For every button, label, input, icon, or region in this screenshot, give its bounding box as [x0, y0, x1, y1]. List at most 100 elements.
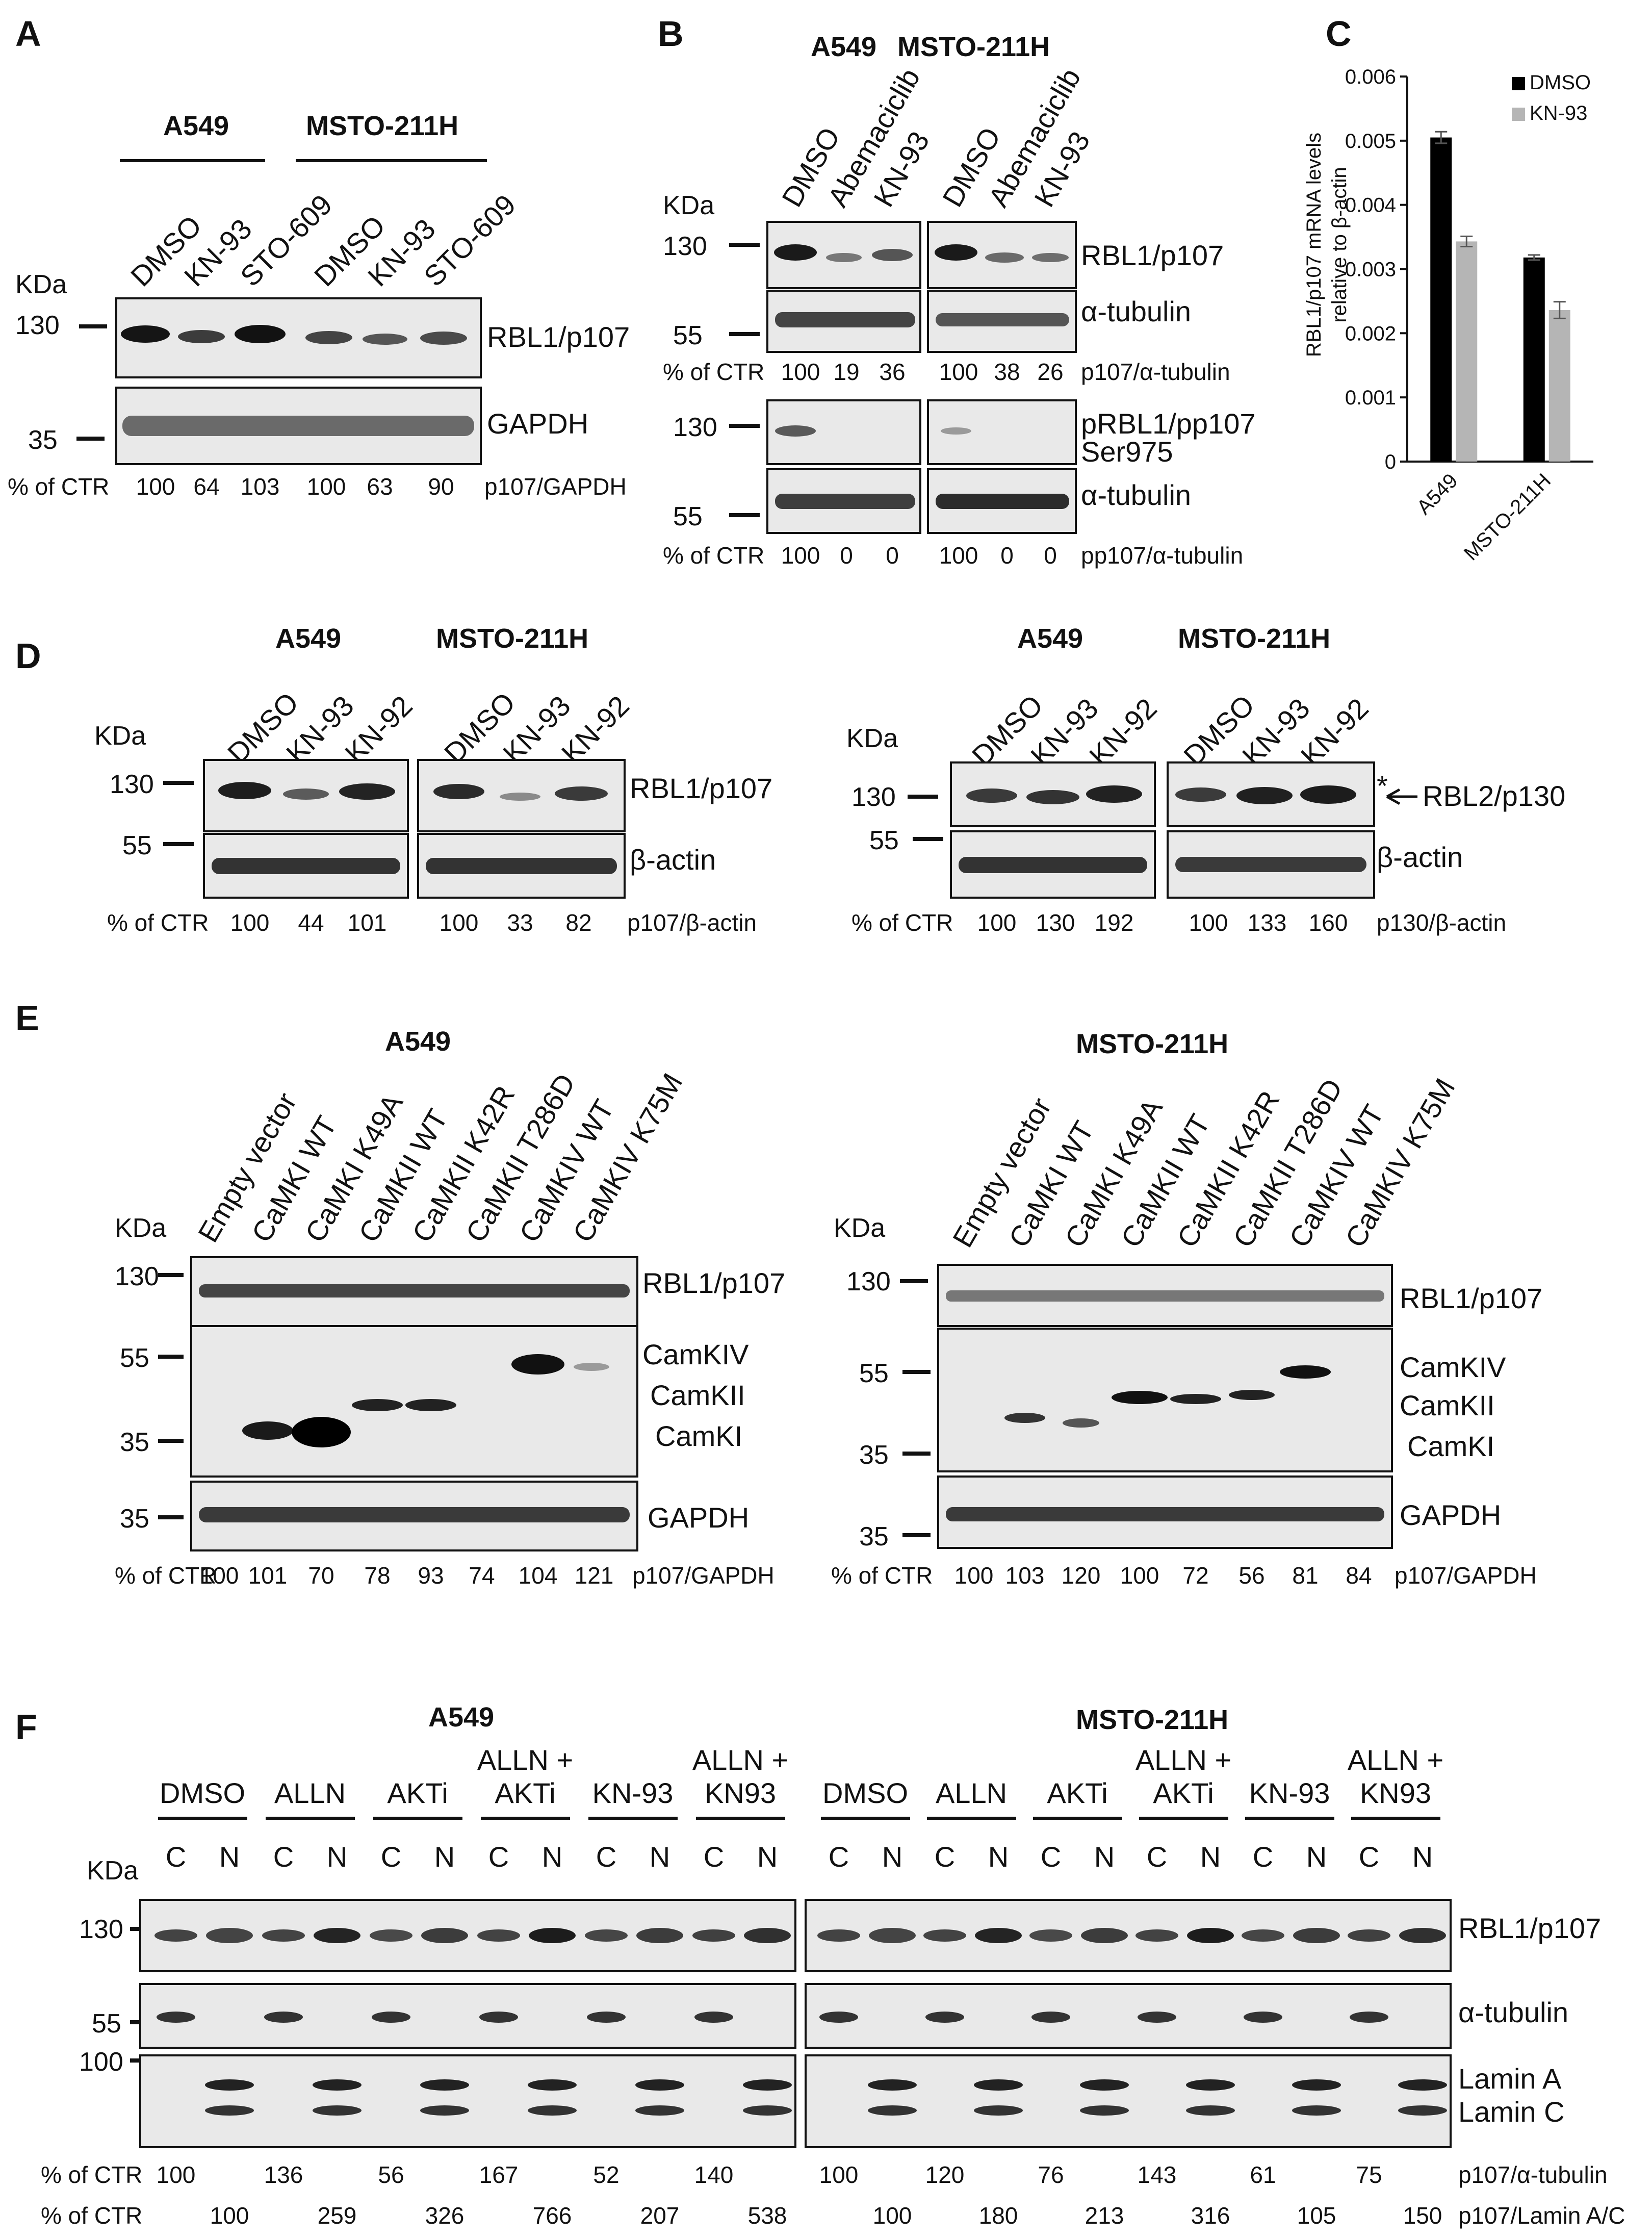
chart-ylabel-line1: RBL1/p107 mRNA levels — [1303, 133, 1325, 357]
blot-band — [868, 2079, 917, 2091]
blot-band — [1175, 857, 1366, 872]
protein-label: CamKII — [650, 1379, 745, 1411]
blot-tubulin-f-a549 — [139, 1983, 796, 2049]
bar — [1548, 310, 1570, 462]
marker-label: 55 — [859, 1359, 889, 1388]
quant-value: 0 — [1044, 542, 1057, 569]
treatment-label: AKTi — [1153, 1777, 1214, 1809]
fraction-label: C — [596, 1841, 616, 1873]
blot-band — [775, 312, 915, 327]
treatment-label: AKTi — [495, 1777, 555, 1809]
blot-band — [941, 427, 971, 435]
blot-band — [1135, 1929, 1178, 1942]
blot-band — [1399, 1928, 1446, 1943]
fraction-label: N — [1094, 1841, 1115, 1873]
quant-value: 78 — [364, 1562, 390, 1589]
blot-band — [1280, 1365, 1331, 1379]
blot-band — [313, 2079, 362, 2091]
quant-suffix: p107/GAPDH — [632, 1562, 775, 1589]
kda-title: KDa — [94, 721, 146, 751]
quant-value: 213 — [1085, 2202, 1124, 2229]
quant-value: 26 — [1037, 359, 1063, 385]
blot-band — [205, 2105, 254, 2116]
quant-prefix: % of CTR — [8, 473, 109, 500]
quant-value: 84 — [1346, 1562, 1372, 1589]
fraction-label: N — [542, 1841, 562, 1873]
blot-band — [985, 252, 1024, 263]
quant-suffix: pp107/α-tubulin — [1081, 542, 1243, 569]
protein-label: RBL1/p107 — [1458, 1912, 1601, 1944]
treatment-label: ALLN + — [692, 1744, 788, 1776]
panel-label-f: F — [15, 1707, 37, 1747]
quant-value: 167 — [479, 2161, 519, 2188]
blot-band — [1244, 2012, 1282, 2023]
blot-band — [774, 244, 817, 261]
kda-title: KDa — [663, 191, 714, 220]
blot-band — [479, 2012, 518, 2023]
quant-value: 0 — [1000, 542, 1014, 569]
y-tick-label: 0.005 — [1345, 130, 1396, 152]
quant-value: 140 — [694, 2161, 734, 2188]
marker-label: 130 — [110, 770, 154, 799]
blot-band — [775, 494, 915, 509]
quant-value: 100 — [1189, 909, 1228, 936]
blot-band — [199, 1507, 630, 1522]
blot-band — [262, 1929, 305, 1942]
quant-value: 74 — [469, 1562, 495, 1589]
quant-value: 90 — [428, 473, 454, 500]
blot-band — [339, 783, 395, 800]
blot-band — [1292, 2079, 1341, 2091]
quant-prefix: % of CTR — [41, 2202, 142, 2229]
protein-label: β-actin — [630, 844, 716, 876]
blot-band — [420, 2079, 469, 2091]
fraction-label: C — [166, 1841, 186, 1873]
blot-band — [1293, 1928, 1340, 1943]
fraction-label: N — [434, 1841, 455, 1873]
fraction-label: C — [273, 1841, 294, 1873]
x-tick-label: MSTO-211H — [1460, 469, 1555, 565]
blot-band — [528, 2079, 577, 2091]
blot-band — [420, 2105, 469, 2116]
quant-prefix: % of CTR — [831, 1562, 933, 1589]
bands-e-right — [946, 1290, 1384, 1521]
protein-label: β-actin — [1377, 841, 1463, 873]
quant-value: 160 — [1309, 909, 1348, 936]
blot-band — [242, 1421, 293, 1440]
marker-label: 55 — [869, 826, 899, 855]
fraction-label: N — [882, 1841, 902, 1873]
quant-suffix: p107/Lamin A/C — [1458, 2202, 1625, 2229]
blot-band — [370, 1929, 412, 1942]
protein-label: Lamin A — [1458, 2063, 1562, 2095]
quant-value: 56 — [378, 2161, 404, 2188]
cell-line-a549: A549 — [275, 623, 341, 654]
cell-line-a549: A549 — [811, 32, 876, 62]
blot-band — [935, 244, 977, 261]
blot-band — [1086, 785, 1142, 803]
blot-band — [1350, 2012, 1388, 2023]
fraction-label: C — [488, 1841, 509, 1873]
blot-band — [363, 334, 407, 345]
protein-label: pRBL1/pp107 — [1081, 408, 1256, 440]
marker-label: 55 — [673, 321, 703, 350]
blot-band — [744, 1928, 791, 1943]
quant-value: 100 — [781, 542, 820, 569]
fraction-label: C — [1253, 1841, 1273, 1873]
blot-band — [1138, 2012, 1176, 2023]
protein-label: RBL1/p107 — [642, 1267, 785, 1299]
y-tick-label: 0.006 — [1345, 66, 1396, 88]
marker-label: 55 — [673, 502, 703, 531]
quant-value: 76 — [1038, 2161, 1064, 2188]
blot-band — [212, 858, 400, 874]
protein-label: RBL1/p107 — [1400, 1282, 1542, 1314]
lane-label: KN-92 — [1083, 692, 1163, 772]
fraction-label: N — [1412, 1841, 1433, 1873]
quant-value: 72 — [1182, 1562, 1208, 1589]
blot-band — [925, 2012, 964, 2023]
blot-band — [635, 2079, 684, 2091]
treatment-label: AKTi — [1047, 1777, 1107, 1809]
bands-e-left — [199, 1284, 630, 1522]
kda-title: KDa — [115, 1213, 166, 1243]
y-tick-label: 0.002 — [1345, 322, 1396, 345]
treatment-label: ALLN + — [1348, 1744, 1443, 1776]
